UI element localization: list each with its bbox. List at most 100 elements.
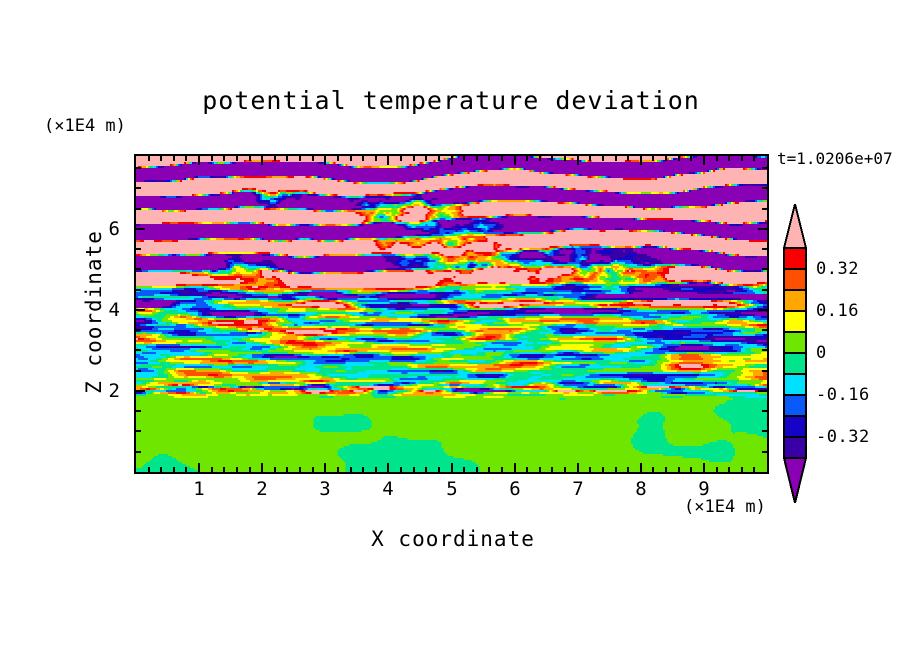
colorbar-tick-label: 0.32 bbox=[816, 259, 859, 279]
axis-tick bbox=[173, 156, 175, 161]
temperature-deviation-heatmap bbox=[136, 156, 767, 472]
axis-tick bbox=[400, 156, 402, 161]
axis-tick bbox=[136, 187, 141, 189]
x-tick-label: 5 bbox=[446, 478, 458, 500]
axis-tick bbox=[551, 467, 553, 472]
colorbar-segment bbox=[783, 247, 807, 270]
axis-tick bbox=[438, 467, 440, 472]
colorbar-segment bbox=[783, 268, 807, 291]
y-tick-label: 2 bbox=[108, 380, 120, 402]
colorbar-tick-label: -0.32 bbox=[816, 427, 870, 447]
axis-tick bbox=[762, 208, 767, 210]
axis-tick bbox=[678, 467, 680, 472]
plot-frame bbox=[134, 154, 769, 474]
axis-tick bbox=[249, 467, 251, 472]
axis-tick bbox=[136, 167, 141, 169]
axis-tick bbox=[762, 410, 767, 412]
axis-tick bbox=[350, 467, 352, 472]
axis-tick bbox=[762, 329, 767, 331]
axis-tick bbox=[476, 467, 478, 472]
colorbar-tick-label: 0 bbox=[816, 343, 827, 363]
axis-tick bbox=[488, 156, 490, 161]
axis-tick bbox=[413, 156, 415, 161]
axis-tick bbox=[665, 467, 667, 472]
axis-tick bbox=[652, 156, 654, 161]
axis-tick bbox=[324, 463, 326, 472]
axis-tick bbox=[501, 467, 503, 472]
axis-tick bbox=[261, 156, 263, 165]
axis-tick bbox=[627, 156, 629, 161]
axis-tick bbox=[136, 268, 141, 270]
axis-tick bbox=[211, 156, 213, 161]
axis-tick bbox=[539, 467, 541, 472]
x-tick-label: 9 bbox=[698, 478, 710, 500]
axis-tick bbox=[753, 156, 755, 161]
axis-tick bbox=[211, 467, 213, 472]
axis-tick bbox=[375, 156, 377, 161]
axis-tick bbox=[337, 156, 339, 161]
axis-tick bbox=[236, 156, 238, 161]
axis-tick bbox=[425, 156, 427, 161]
axis-tick bbox=[526, 467, 528, 472]
axis-tick bbox=[703, 463, 705, 472]
axis-tick bbox=[589, 467, 591, 472]
axis-tick bbox=[526, 156, 528, 161]
axis-tick bbox=[400, 467, 402, 472]
x-tick-label: 7 bbox=[572, 478, 584, 500]
axis-tick bbox=[136, 309, 145, 311]
y-axis-unit-label: (×1E4 m) bbox=[44, 116, 126, 136]
axis-tick bbox=[136, 289, 141, 291]
axis-tick bbox=[758, 309, 767, 311]
axis-tick bbox=[299, 156, 301, 161]
axis-tick bbox=[312, 467, 314, 472]
axis-tick bbox=[741, 156, 743, 161]
axis-tick bbox=[148, 467, 150, 472]
colorbar-segment bbox=[783, 394, 807, 417]
axis-tick bbox=[136, 228, 145, 230]
axis-tick bbox=[762, 349, 767, 351]
x-tick-label: 8 bbox=[635, 478, 647, 500]
colorbar-tick-label: 0.16 bbox=[816, 301, 859, 321]
x-axis-unit-label: (×1E4 m) bbox=[684, 497, 766, 517]
axis-tick bbox=[589, 156, 591, 161]
colorbar-segment bbox=[783, 436, 807, 459]
axis-tick bbox=[136, 248, 141, 250]
axis-tick bbox=[148, 156, 150, 161]
axis-tick bbox=[337, 467, 339, 472]
axis-tick bbox=[762, 268, 767, 270]
axis-tick bbox=[160, 467, 162, 472]
axis-tick bbox=[762, 167, 767, 169]
axis-tick bbox=[602, 156, 604, 161]
colorbar-arrow bbox=[782, 203, 808, 249]
axis-tick bbox=[577, 463, 579, 472]
axis-tick bbox=[514, 463, 516, 472]
x-tick-label: 6 bbox=[509, 478, 521, 500]
x-axis-title: X coordinate bbox=[371, 527, 535, 551]
y-tick-label: 4 bbox=[108, 299, 120, 321]
axis-tick bbox=[640, 156, 642, 165]
colorbar-segment bbox=[783, 352, 807, 375]
timestamp-label: t=1.0206e+07 bbox=[777, 149, 893, 168]
axis-tick bbox=[413, 467, 415, 472]
colorbar-tick-label: -0.16 bbox=[816, 385, 870, 405]
axis-tick bbox=[762, 248, 767, 250]
axis-tick bbox=[451, 463, 453, 472]
axis-tick bbox=[615, 467, 617, 472]
colorbar-arrow bbox=[782, 457, 808, 504]
axis-tick bbox=[236, 467, 238, 472]
axis-tick bbox=[488, 467, 490, 472]
axis-tick bbox=[249, 156, 251, 161]
axis-tick bbox=[274, 467, 276, 472]
axis-tick bbox=[387, 463, 389, 472]
axis-tick bbox=[387, 156, 389, 165]
colorbar-segment bbox=[783, 289, 807, 312]
axis-tick bbox=[136, 430, 141, 432]
axis-tick bbox=[627, 467, 629, 472]
axis-tick bbox=[703, 156, 705, 165]
axis-tick bbox=[577, 156, 579, 165]
axis-tick bbox=[762, 370, 767, 372]
axis-tick bbox=[762, 430, 767, 432]
axis-tick bbox=[425, 467, 427, 472]
y-tick-label: 6 bbox=[108, 218, 120, 240]
axis-tick bbox=[564, 156, 566, 161]
